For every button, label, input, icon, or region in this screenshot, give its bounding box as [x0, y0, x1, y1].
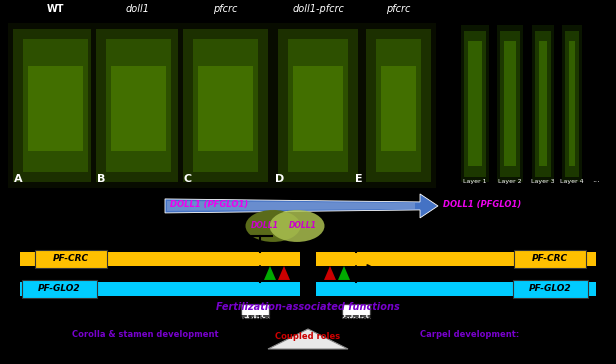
Bar — [22, 280, 97, 298]
Bar — [20, 252, 300, 266]
Text: pfcrc: pfcrc — [213, 4, 237, 14]
Text: Coupled roles: Coupled roles — [275, 332, 341, 341]
Bar — [535, 31, 551, 177]
Bar — [110, 66, 166, 151]
Bar — [464, 31, 486, 177]
Text: DOLL1: DOLL1 — [251, 221, 279, 230]
Polygon shape — [338, 266, 350, 280]
Text: C: C — [183, 174, 191, 185]
Text: PF-CRC: PF-CRC — [53, 254, 89, 264]
Text: Fertilization-associated functions: Fertilization-associated functions — [216, 302, 400, 312]
Bar — [278, 29, 358, 182]
Text: carpel morphology, organ identity and functionality: carpel morphology, organ identity and fu… — [371, 341, 569, 351]
Text: D: D — [275, 174, 284, 185]
Polygon shape — [264, 266, 276, 280]
Bar — [504, 41, 516, 166]
Text: ...: ... — [592, 175, 600, 185]
Bar — [316, 282, 596, 296]
Text: E: E — [355, 174, 363, 185]
Bar — [316, 252, 596, 266]
Text: PF-CRC: PF-CRC — [532, 254, 568, 264]
Bar — [565, 31, 579, 177]
Text: Layer 4: Layer 4 — [560, 179, 584, 185]
Bar — [7, 23, 102, 187]
Text: Layer 2: Layer 2 — [498, 179, 522, 185]
Ellipse shape — [246, 210, 301, 242]
Bar — [532, 25, 554, 182]
Text: pfcrc: pfcrc — [386, 4, 410, 14]
Bar — [241, 304, 269, 318]
Bar — [105, 39, 171, 172]
Bar — [365, 29, 431, 182]
Polygon shape — [278, 266, 290, 280]
Text: Corolla & stamen development: Corolla & stamen development — [71, 331, 218, 340]
Bar — [182, 29, 267, 182]
Bar — [500, 31, 520, 177]
Bar — [468, 41, 482, 166]
Text: F: F — [6, 347, 15, 361]
Text: The 4$^{th}$ floral whorl: The 4$^{th}$ floral whorl — [434, 219, 546, 233]
Text: floral organ identity, male functionality: floral organ identity, male functionalit… — [67, 341, 224, 351]
Bar — [91, 23, 185, 187]
Text: WT: WT — [46, 4, 63, 14]
Text: DOLL1: DOLL1 — [289, 221, 317, 230]
Polygon shape — [167, 201, 415, 211]
Bar — [23, 39, 87, 172]
Text: The 2$^{nd}$ and 3$^{rd}$ floral whorls: The 2$^{nd}$ and 3$^{rd}$ floral whorls — [33, 219, 197, 233]
Bar — [20, 282, 300, 296]
Text: Carpel development:: Carpel development: — [420, 331, 520, 340]
Bar — [562, 25, 582, 182]
Text: negative epistasis: negative epistasis — [230, 195, 280, 244]
Text: Layer 1: Layer 1 — [463, 179, 487, 185]
Bar — [461, 25, 489, 182]
Text: doll1-pfcrc: doll1-pfcrc — [292, 4, 344, 14]
Text: DOLL1 (PFGLO1): DOLL1 (PFGLO1) — [443, 201, 521, 209]
Polygon shape — [165, 194, 438, 218]
Bar — [288, 39, 348, 172]
Ellipse shape — [270, 210, 325, 242]
Text: Layer 3: Layer 3 — [531, 179, 555, 185]
Bar — [192, 39, 257, 172]
Bar — [12, 29, 97, 182]
Bar — [497, 25, 523, 182]
Bar — [513, 280, 588, 298]
Bar — [342, 304, 370, 318]
Text: pollen tube growth, ovule development: pollen tube growth, ovule development — [219, 316, 397, 324]
Bar — [35, 250, 107, 268]
Bar — [360, 23, 436, 187]
Text: DOLL1 (PFGLO1): DOLL1 (PFGLO1) — [170, 201, 248, 209]
Bar — [539, 41, 547, 166]
Bar — [273, 23, 363, 187]
Bar — [95, 29, 180, 182]
Bar — [376, 39, 421, 172]
Text: doll1: doll1 — [126, 4, 150, 14]
Polygon shape — [324, 266, 336, 280]
Bar — [569, 41, 575, 166]
Text: additive effect: additive effect — [328, 208, 371, 244]
Bar — [177, 23, 272, 187]
Bar — [381, 66, 416, 151]
Bar — [28, 66, 83, 151]
Bar — [514, 250, 586, 268]
Bar — [293, 66, 343, 151]
Text: A: A — [14, 174, 23, 185]
Text: B: B — [97, 174, 105, 185]
Bar — [198, 66, 253, 151]
Polygon shape — [268, 329, 348, 349]
Text: PF-GLO2: PF-GLO2 — [38, 284, 81, 293]
Text: PF-GLO2: PF-GLO2 — [529, 284, 572, 293]
